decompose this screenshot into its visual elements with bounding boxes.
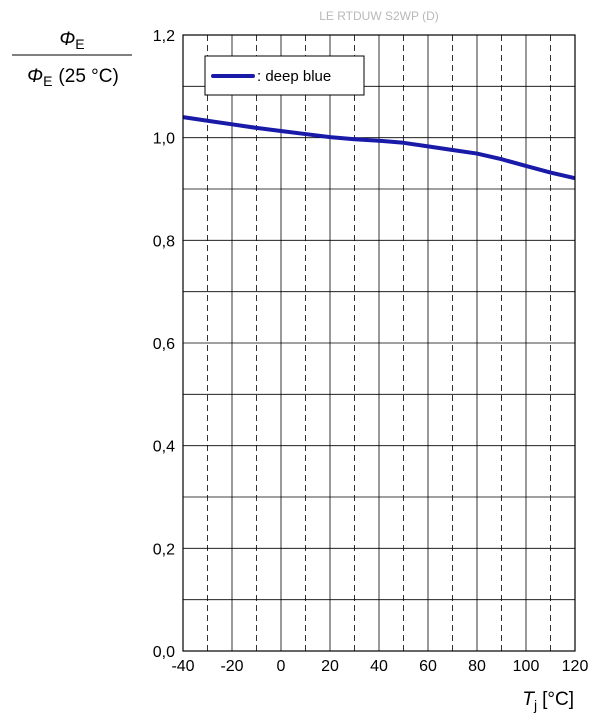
series-layer (182, 115, 576, 181)
y-axis-numerator: ΦE (59, 29, 84, 52)
y-num-symbol: Φ (59, 29, 75, 50)
y-tick-label: 0,4 (153, 439, 175, 456)
y-tick-label: 0,0 (153, 644, 175, 661)
plot-frame (182, 34, 576, 652)
x-axis-symbol: T (522, 689, 535, 710)
x-tick-label: 40 (370, 658, 388, 675)
y-axis-denominator: ΦE (25 °C) (27, 66, 119, 89)
x-tick-label: -40 (171, 658, 194, 675)
y-num-subscript: E (75, 36, 84, 52)
chart-watermark: LE RTDUW S2WP (D) (319, 9, 439, 23)
y-tick-label: 0,8 (153, 233, 175, 250)
x-tick-label: 80 (468, 658, 486, 675)
y-den-symbol: Φ (27, 66, 43, 87)
x-tick-label: 100 (513, 658, 540, 675)
y-den-subscript: E (43, 73, 52, 89)
x-axis-label: Tj [°C] (522, 689, 574, 713)
y-tick-label: 1,2 (153, 28, 175, 45)
y-tick-label: 0,6 (153, 336, 175, 353)
y-axis-label: ΦE ΦE (25 °C) (12, 29, 132, 89)
x-axis-subscript: j (533, 697, 537, 713)
x-tick-label: -20 (220, 658, 243, 675)
x-tick-label: 120 (562, 658, 589, 675)
series-line (182, 115, 576, 181)
y-tick-label: 0,2 (153, 541, 175, 558)
legend-label: : deep blue (257, 68, 331, 85)
x-tick-label: 60 (419, 658, 437, 675)
y-den-suffix: (25 °C) (58, 66, 118, 87)
x-axis-unit: [°C] (542, 689, 574, 710)
legend: : deep blue (204, 55, 365, 96)
tick-labels: 0,0 0,2 0,4 0,6 0,8 1,0 1,2 -40 -20 0 20 40 60 80 100 1… (153, 28, 589, 675)
x-tick-label: 0 (277, 658, 286, 675)
x-tick-label: 20 (321, 658, 339, 675)
y-tick-label: 1,0 (153, 131, 175, 148)
